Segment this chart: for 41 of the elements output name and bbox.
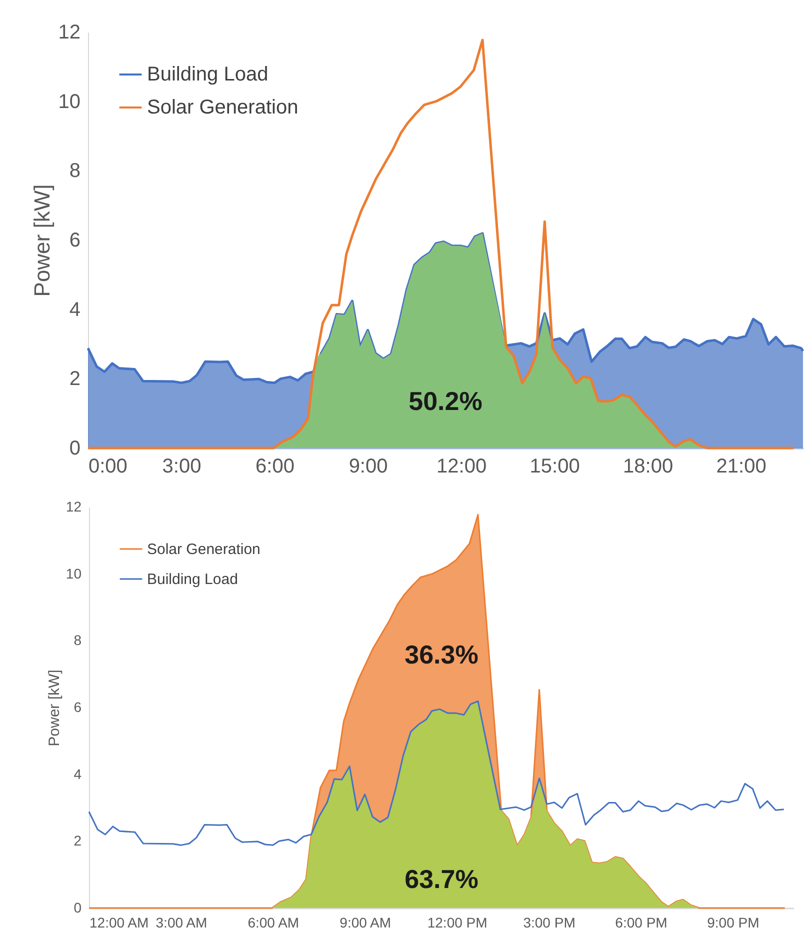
x-tick-label: 9:00 PM [707,914,760,930]
y-tick-label: 0 [74,900,82,916]
x-tick-label: 3:00 PM [523,914,576,930]
annotation: 50.2% [408,386,482,416]
x-tick-label: 12:00 PM [427,914,488,930]
y-tick-label: 2 [74,832,82,849]
annotation: 36.3% [404,639,478,670]
legend-label: Solar Generation [147,96,298,118]
y-tick-label: 12 [66,498,82,514]
y-tick-label: 4 [69,298,80,321]
line-series [86,38,795,450]
x-tick-label: 15:00 [530,456,580,478]
x-tick-label: 3:00 AM [156,914,208,930]
y-tick-label: 12 [58,22,80,44]
x-tick-label: 6:00 PM [615,914,668,930]
x-tick-label: 0:00 [88,456,128,478]
y-tick-label: 0 [69,438,80,460]
x-tick-label: 12:00 [436,456,487,478]
x-tick-label: 6:00 AM [248,914,300,930]
y-axis-title: Power [kW] [29,184,54,297]
x-tick-label: 6:00 [256,456,294,478]
legend-label: Building Load [147,64,268,86]
x-tick-label: 18:00 [623,456,674,478]
y-tick-label: 2 [69,368,80,390]
y-tick-label: 6 [69,230,80,252]
x-tick-label: 9:00 [348,456,388,478]
legend-label: Solar Generation [147,541,260,558]
line-series [88,700,785,846]
y-tick-label: 4 [74,766,82,782]
y-tick-label: 6 [74,699,82,715]
x-tick-label: 12:00 AM [90,914,149,930]
y-axis-title: Power [kW] [46,670,63,746]
x-tick-label: 21:00 [716,456,766,478]
annotation: 63.7% [404,864,478,894]
y-tick-label: 8 [74,632,82,648]
x-tick-label: 3:00 [162,456,202,478]
y-tick-label: 8 [69,160,80,182]
x-tick-label: 9:00 AM [340,914,392,930]
y-tick-label: 10 [58,90,80,113]
legend-label: Building Load [147,571,238,588]
y-tick-label: 10 [66,565,82,582]
